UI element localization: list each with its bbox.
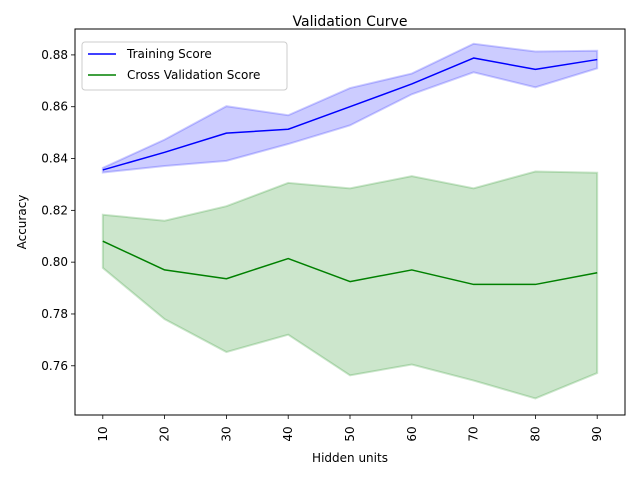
x-tick-label: 90: [590, 426, 604, 441]
x-tick-label: 30: [219, 426, 233, 441]
x-axis-title: Hidden units: [312, 451, 388, 465]
x-tick-label: 10: [96, 426, 110, 441]
cross-validation-score-std-band: [101, 170, 599, 400]
y-tick-label: 0.78: [41, 307, 68, 321]
y-tick-label: 0.84: [41, 152, 68, 166]
legend: Training Score Cross Validation Score: [81, 41, 288, 91]
x-tick-label: 60: [405, 426, 419, 441]
training-score-std-band: [101, 42, 599, 174]
cross-validation-score-legend-label: Cross Validation Score: [127, 68, 260, 82]
x-tick-label: 50: [343, 426, 357, 441]
cross-validation-score-line: [102, 240, 598, 286]
plot-area: [101, 42, 599, 400]
y-tick-label: 0.88: [41, 48, 68, 62]
y-axis-title: Accuracy: [15, 195, 29, 250]
x-tick-label: 80: [528, 426, 542, 441]
training-score-line: [102, 57, 598, 171]
legend-box: [81, 41, 288, 91]
axes: 10 20 30 40 50 60 70 80 90 0.76 0.78 0.80 0.82 0.84 0.…: [41, 48, 604, 442]
training-score-legend-label: Training Score: [126, 47, 212, 61]
y-tick-label: 0.82: [41, 203, 68, 217]
x-tick-label: 40: [281, 426, 295, 441]
x-tick-label: 70: [467, 426, 481, 441]
chart-title: Validation Curve: [293, 14, 408, 30]
y-tick-label: 0.80: [41, 255, 68, 269]
y-tick-label: 0.86: [41, 100, 68, 114]
plot-frame: [74, 28, 626, 416]
y-tick-label: 0.76: [41, 359, 68, 373]
x-tick-label: 20: [158, 426, 172, 441]
